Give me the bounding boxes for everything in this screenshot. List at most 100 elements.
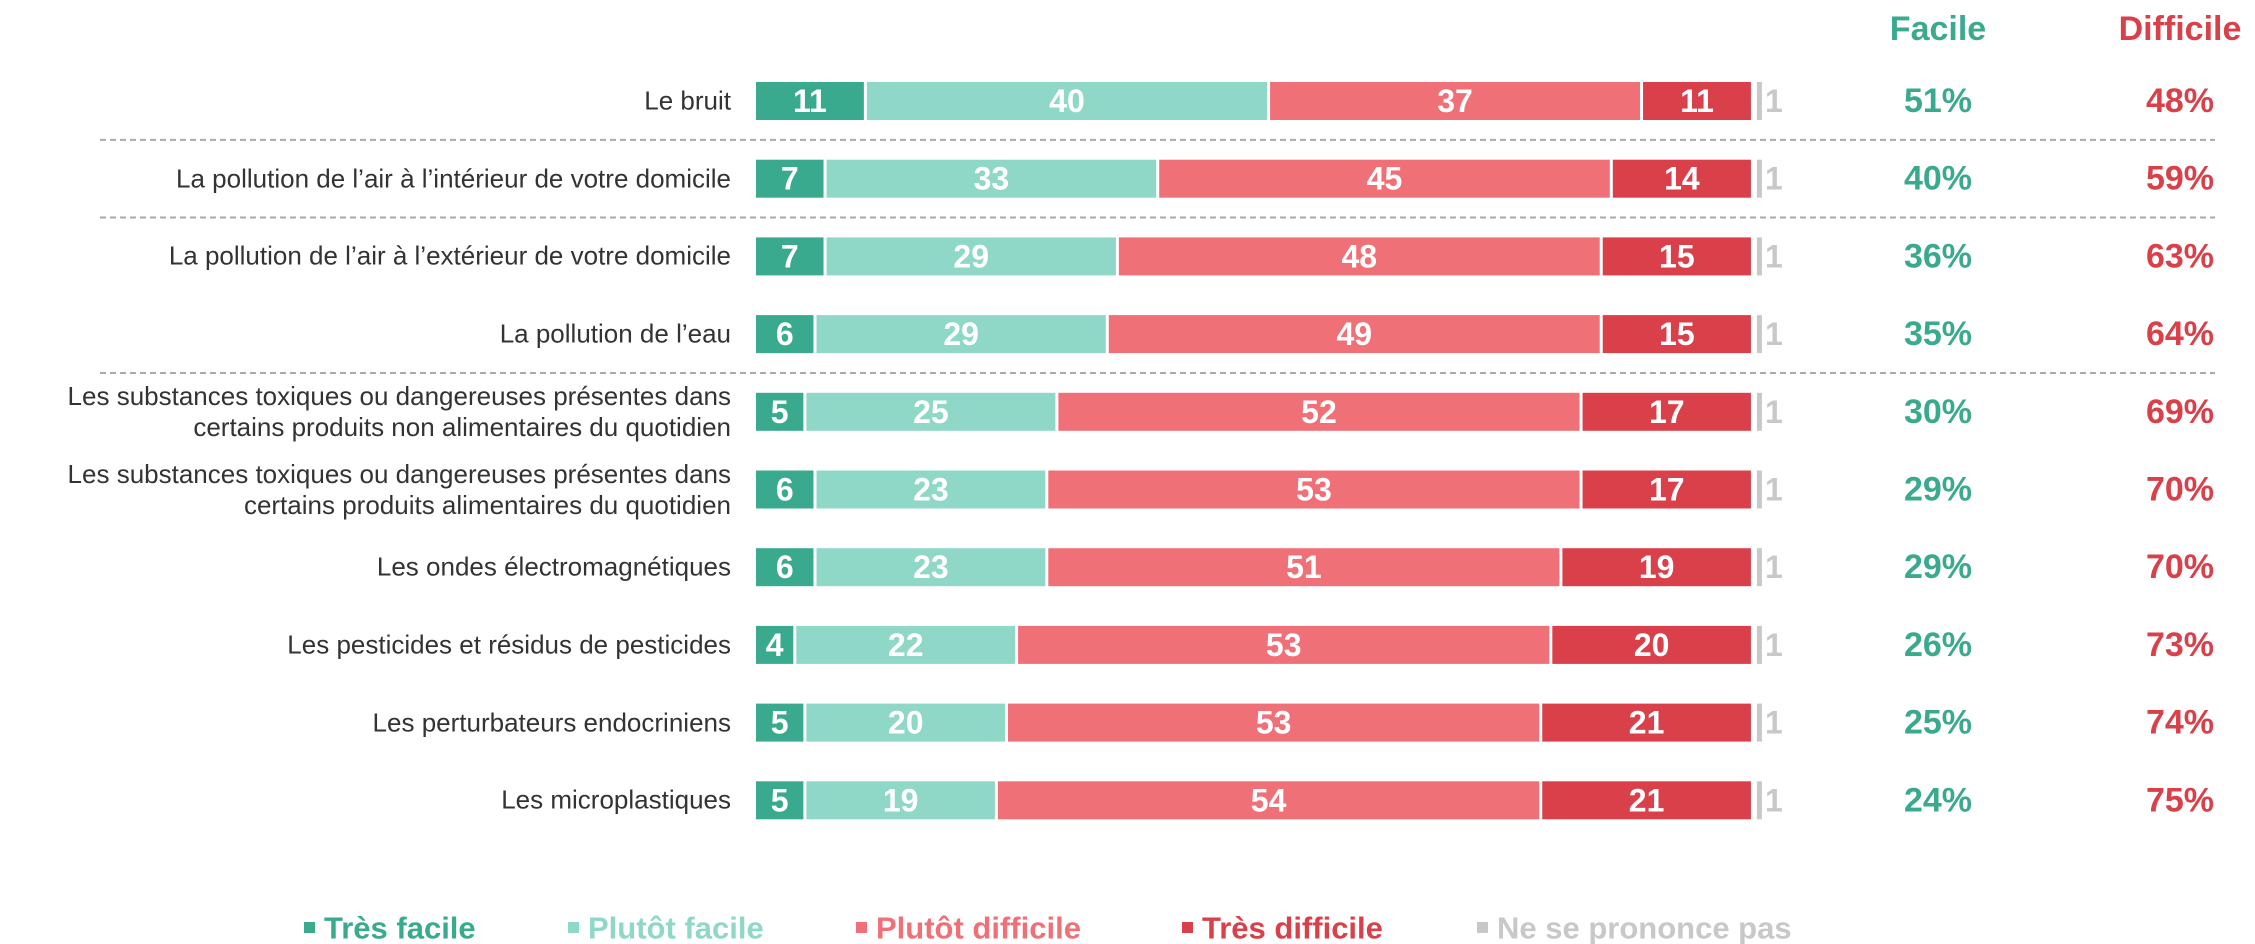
bar-segment [1602, 315, 1751, 354]
bar-segment [816, 470, 1046, 509]
bar-value-label: 20 [888, 705, 924, 741]
bar-segment [1756, 392, 1762, 431]
bar-segment [756, 781, 804, 820]
bar-value-label: 54 [1251, 782, 1287, 818]
summary-value: 40% [1904, 160, 1972, 198]
legend-label: Ne se prononce pas [1497, 911, 1792, 944]
category-label: La pollution de l’air à l’extérieur de v… [168, 240, 731, 271]
bar-segment [1612, 159, 1751, 198]
bar-value-label: 1 [1765, 627, 1783, 663]
bar-segment [816, 548, 1046, 587]
bar-segment [826, 237, 1116, 276]
bar-segment [756, 315, 814, 354]
bar-value-label: 1 [1765, 549, 1783, 585]
category-label: Les ondes électromagnétiques [376, 551, 731, 582]
bar-value-label: 1 [1765, 472, 1783, 508]
bar-value-label: 1 [1765, 161, 1783, 197]
bar-value-label: 19 [883, 782, 919, 818]
bar-segment [756, 237, 824, 276]
bar-segment [1048, 548, 1560, 587]
bar-value-label: 5 [771, 782, 789, 818]
bar-value-label: 33 [974, 161, 1010, 197]
legend-swatch [304, 922, 315, 933]
summary-value: 24% [1904, 781, 1972, 819]
bar-segment [1643, 82, 1751, 120]
category-label: Le bruit [644, 85, 731, 116]
legend-label: Très facile [324, 911, 476, 944]
summary-value: 70% [2146, 548, 2214, 586]
bar-segment [1756, 548, 1762, 587]
bar-segment [816, 315, 1106, 354]
bar-segment [756, 548, 814, 587]
bar-segment [806, 703, 1005, 742]
bar-segment [1582, 470, 1751, 509]
summary-value: 73% [2146, 626, 2214, 664]
bar-segment [1562, 548, 1751, 587]
bar-value-label: 22 [888, 627, 924, 663]
summary-value: 48% [2146, 82, 2214, 120]
bar-value-label: 1 [1765, 316, 1783, 352]
bar-segment [1756, 159, 1762, 198]
bar-value-label: 1 [1765, 83, 1783, 119]
summary-value: 59% [2146, 160, 2214, 198]
summary-value: 29% [1904, 548, 1972, 586]
bar-value-label: 52 [1301, 394, 1337, 430]
bar-value-label: 15 [1659, 238, 1695, 274]
category-label: La pollution de l’eau [499, 318, 731, 349]
bar-value-label: 40 [1049, 83, 1085, 119]
bar-segment [1159, 159, 1610, 198]
bar-segment [1108, 315, 1600, 354]
bar-segment [1756, 470, 1762, 509]
bar-segment [1018, 625, 1550, 664]
bar-segment [866, 82, 1268, 120]
bar-segment [1008, 703, 1540, 742]
bar-value-label: 5 [771, 394, 789, 430]
bar-value-label: 20 [1634, 627, 1670, 663]
summary-value: 26% [1904, 626, 1972, 664]
summary-value: 35% [1904, 315, 1972, 353]
category-label: Les substances toxiques ou dangereuses p… [67, 458, 731, 520]
bar-value-label: 51 [1286, 549, 1322, 585]
bar-segment [1270, 82, 1641, 120]
bar-segment [756, 159, 824, 198]
bar-segment [1118, 237, 1600, 276]
summary-value: 69% [2146, 393, 2214, 431]
legend-label: Très difficile [1202, 911, 1383, 944]
bar-value-label: 21 [1629, 782, 1665, 818]
bar-value-label: 53 [1256, 705, 1292, 741]
legend-swatch [1182, 922, 1193, 933]
legend-swatch [856, 922, 867, 933]
bar-segment [1552, 625, 1751, 664]
summary-value: 63% [2146, 237, 2214, 275]
legend-swatch [568, 922, 579, 933]
summary-value: 74% [2146, 704, 2214, 742]
summary-value: 64% [2146, 315, 2214, 353]
bar-segment [756, 82, 864, 120]
bar-segment [1582, 392, 1751, 431]
bar-value-label: 49 [1336, 316, 1372, 352]
summary-header: Difficile [2119, 10, 2242, 48]
bar-value-label: 53 [1266, 627, 1302, 663]
summary-value: 70% [2146, 471, 2214, 509]
category-label: La pollution de l’air à l’intérieur de v… [176, 163, 731, 194]
summary-value: 30% [1904, 393, 1972, 431]
bar-value-label: 19 [1639, 549, 1675, 585]
bar-segment [756, 470, 814, 509]
bar-value-label: 48 [1342, 238, 1378, 274]
bar-value-label: 17 [1649, 472, 1685, 508]
bar-value-label: 29 [943, 316, 979, 352]
bar-segment [1058, 392, 1580, 431]
bar-segment [1756, 315, 1762, 354]
bar-segment [997, 781, 1540, 820]
category-label: Les substances toxiques ou dangereuses p… [67, 380, 731, 442]
bar-value-label: 11 [793, 83, 827, 119]
bar-value-label: 7 [781, 161, 799, 197]
bar-segment [1542, 703, 1751, 742]
bar-segment [1542, 781, 1751, 820]
bar-value-label: 17 [1649, 394, 1685, 430]
bar-value-label: 15 [1659, 316, 1695, 352]
bar-value-label: 1 [1765, 394, 1783, 430]
bar-segment [796, 625, 1016, 664]
